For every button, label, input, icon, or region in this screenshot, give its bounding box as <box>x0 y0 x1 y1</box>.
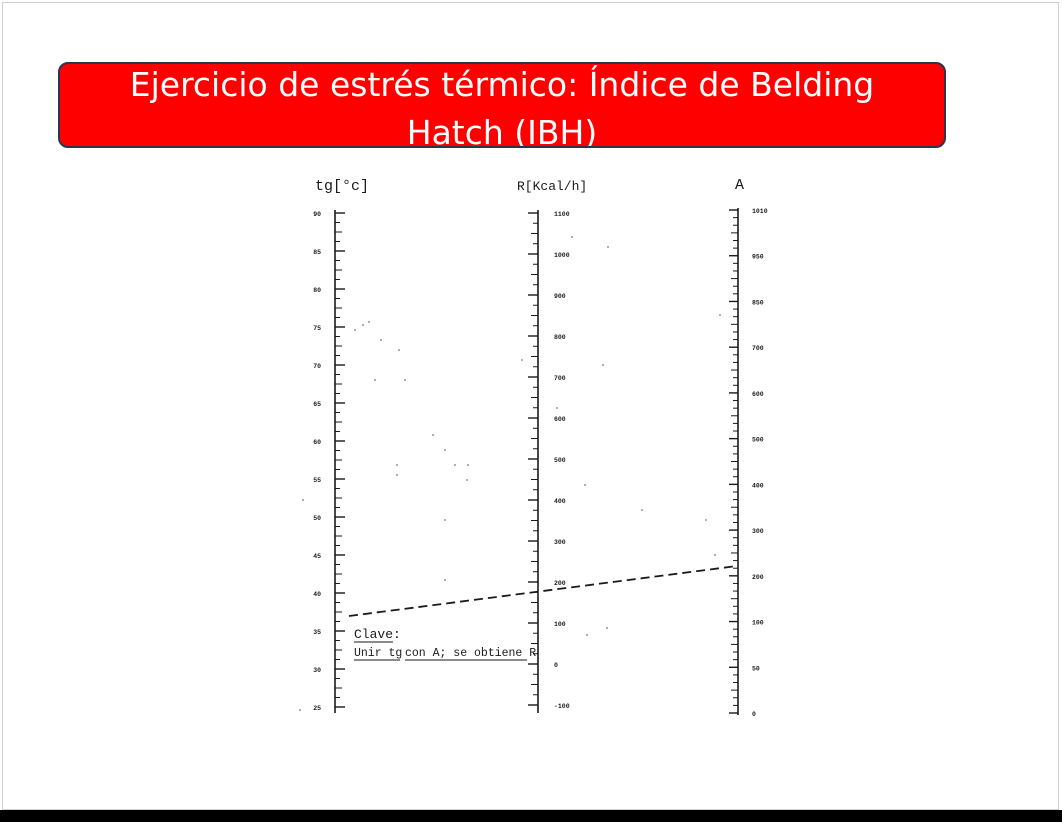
noise-speck <box>607 246 609 248</box>
tick-label: 1100 <box>554 211 570 218</box>
tick-label: 500 <box>554 457 566 464</box>
tick-label: 700 <box>752 345 764 352</box>
key-title: Clave: <box>354 627 401 642</box>
tick-label: 600 <box>752 391 764 398</box>
tick-label: 300 <box>752 528 764 535</box>
noise-speck <box>354 329 356 331</box>
tick-label: 90 <box>313 211 321 218</box>
noise-speck <box>396 474 398 476</box>
scale-tg-label: tg[°c] <box>315 178 369 195</box>
noise-speck <box>641 509 643 511</box>
tick-label: 600 <box>554 416 566 423</box>
noise-speck <box>368 321 370 323</box>
tick-label: 100 <box>554 621 566 628</box>
noise-speck <box>466 479 468 481</box>
tick-label: 400 <box>554 498 566 505</box>
tick-label: 85 <box>313 249 321 256</box>
noise-speck <box>444 579 446 581</box>
tick-label: 0 <box>554 662 558 669</box>
tick-label: 200 <box>554 580 566 587</box>
noise-speck <box>302 499 304 501</box>
noise-speck <box>444 449 446 451</box>
slide: Ejercicio de estrés térmico: Índice de B… <box>2 2 1059 810</box>
tick-label: -100 <box>554 703 570 710</box>
noise-speck <box>396 464 398 466</box>
scale-a-label: A <box>735 177 744 194</box>
connector-dashed-line <box>348 565 738 617</box>
tick-label: 80 <box>313 287 321 294</box>
tick-label: 800 <box>554 334 566 341</box>
tick-label: 300 <box>554 539 566 546</box>
tick-label: 65 <box>313 401 321 408</box>
tick-label: 950 <box>752 254 764 261</box>
noise-speck <box>571 236 573 238</box>
tick-label: 400 <box>752 482 764 489</box>
tick-label: 25 <box>313 705 321 712</box>
tick-label: 50 <box>752 665 760 672</box>
bottom-bar <box>0 810 1062 822</box>
noise-speck <box>467 464 469 466</box>
tick-label: 100 <box>752 620 764 627</box>
title-box: Ejercicio de estrés térmico: Índice de B… <box>58 62 946 148</box>
tick-label: 850 <box>752 299 764 306</box>
scale-r-label: R[Kcal/h] <box>517 179 587 194</box>
noise-speck <box>521 359 523 361</box>
noise-speck <box>380 339 382 341</box>
noise-speck <box>602 364 604 366</box>
tick-label: 35 <box>313 629 321 636</box>
noise-speck <box>556 407 558 409</box>
tick-label: 30 <box>313 667 321 674</box>
tick-label: 700 <box>554 375 566 382</box>
noise-speck <box>362 324 364 326</box>
noise-speck <box>714 554 716 556</box>
scale-tg: 90 85 80 75 70 65 60 55 50 45 40 35 30 25 <box>313 210 345 713</box>
tick-label: 900 <box>554 293 566 300</box>
belding-hatch-nomogram: tg[°c] R[Kcal/h] A 90 85 80 75 70 65 60 55 50 45 4… <box>299 177 768 718</box>
key-instruction-2: con A; se obtiene R <box>405 647 536 660</box>
tick-label: 1010 <box>752 208 768 215</box>
noise-speck <box>444 519 446 521</box>
noise-speck <box>705 519 707 521</box>
tick-label: 70 <box>313 363 321 370</box>
noise-speck <box>374 379 376 381</box>
noise-speck <box>432 434 434 436</box>
noise-speck <box>584 484 586 486</box>
noise-speck <box>719 314 721 316</box>
noise-speck <box>404 379 406 381</box>
noise-speck <box>398 349 400 351</box>
slide-title: Ejercicio de estrés térmico: Índice de B… <box>129 65 875 148</box>
noise-speck <box>454 464 456 466</box>
noise-speck <box>606 627 608 629</box>
tick-label: 50 <box>313 515 321 522</box>
tick-label: 75 <box>313 325 321 332</box>
tick-label: 55 <box>313 477 321 484</box>
key-box: Clave: Unir tg con A; se obtiene R <box>354 627 536 661</box>
tick-label: 500 <box>752 437 764 444</box>
noise-speck <box>586 634 588 636</box>
noise-speck <box>299 709 301 711</box>
tick-label: 45 <box>313 553 321 560</box>
tick-label: 1000 <box>554 252 570 259</box>
key-instruction-1: Unir tg <box>354 647 402 660</box>
scan-noise <box>299 236 721 711</box>
tick-label: 40 <box>313 591 321 598</box>
tick-label: 200 <box>752 574 764 581</box>
tick-label: 0 <box>752 711 756 718</box>
tick-label: 60 <box>313 439 321 446</box>
